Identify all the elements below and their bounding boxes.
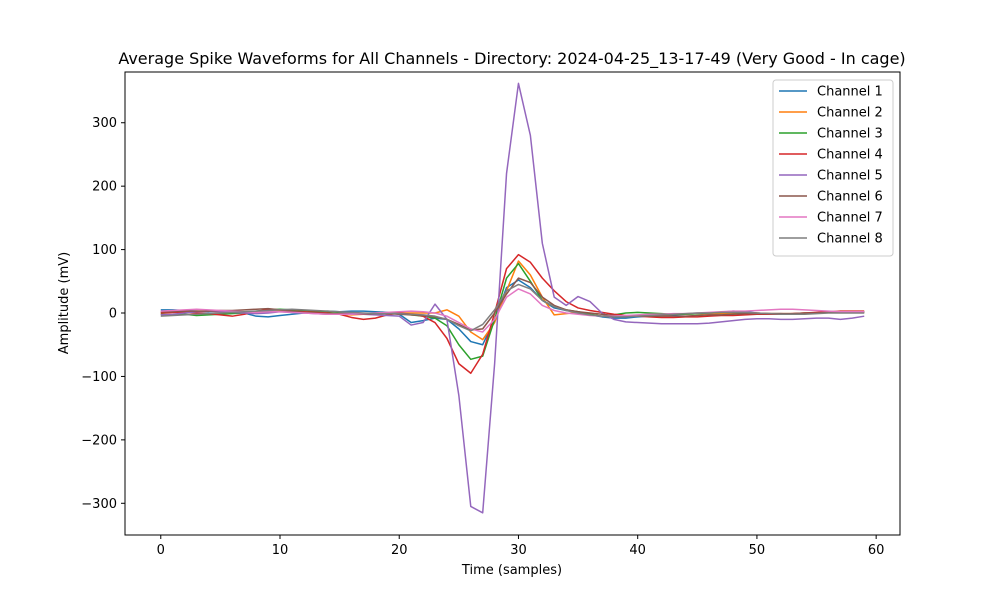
legend-label: Channel 1	[817, 85, 883, 100]
x-axis: 0 10 20 30 40 50 60	[157, 535, 885, 558]
y-tick-label: 300	[92, 116, 117, 131]
legend-label: Channel 5	[817, 169, 883, 184]
series-line-channel-8	[160, 283, 865, 332]
series-line-channel-7	[160, 288, 865, 333]
y-tick-label: 0	[109, 307, 117, 322]
y-tick-label: 100	[92, 243, 117, 258]
x-tick-label: 40	[629, 543, 646, 558]
y-axis: −300 −200 −100 0 100 200 300	[81, 116, 125, 512]
y-tick-label: 200	[92, 180, 117, 195]
legend-label: Channel 4	[817, 148, 883, 163]
series-line-channel-2	[160, 260, 865, 341]
legend-label: Channel 2	[817, 106, 883, 121]
y-tick-label: −300	[81, 497, 117, 512]
legend-label: Channel 6	[817, 190, 883, 205]
x-tick-label: 50	[749, 543, 766, 558]
plot-lines	[160, 82, 865, 514]
y-tick-label: −200	[81, 433, 117, 448]
legend: Channel 1 Channel 2 Channel 3 Channel 4 Chan…	[772, 79, 894, 257]
legend-box	[772, 79, 894, 257]
x-tick-label: 20	[391, 543, 408, 558]
x-axis-label: Time (samples)	[461, 563, 562, 578]
x-tick-label: 60	[868, 543, 885, 558]
legend-label: Channel 3	[817, 127, 883, 142]
series-line-channel-5	[160, 82, 865, 514]
series-line-channel-6	[160, 277, 865, 331]
y-tick-label: −100	[81, 370, 117, 385]
legend-label: Channel 8	[817, 232, 883, 247]
chart-title: Average Spike Waveforms for All Channels…	[118, 49, 905, 69]
x-tick-label: 0	[157, 543, 165, 558]
x-tick-label: 30	[510, 543, 527, 558]
y-axis-label: Amplitude (mV)	[57, 252, 72, 354]
plot-frame	[124, 71, 901, 536]
x-tick-label: 10	[272, 543, 289, 558]
legend-label: Channel 7	[817, 211, 883, 226]
